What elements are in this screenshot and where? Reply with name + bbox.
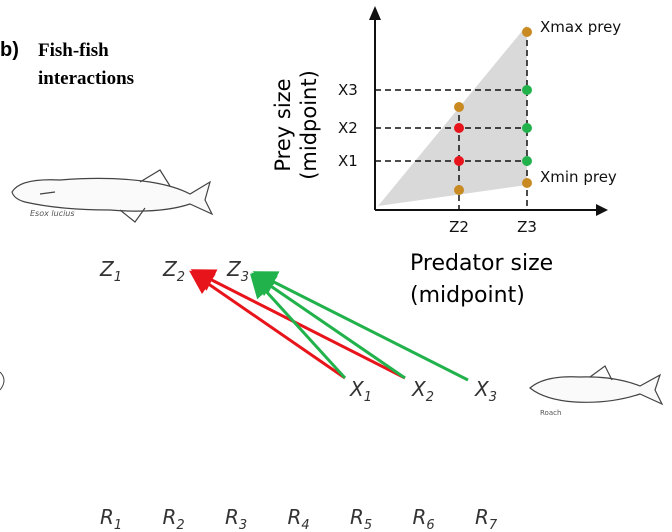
node-symbol: R <box>350 505 364 529</box>
node-symbol: X <box>474 377 490 401</box>
roach-drawing <box>529 365 664 406</box>
node-label: Z3 <box>226 257 249 285</box>
inset-x-title: Predator size <box>410 251 553 276</box>
node-label: R5 <box>350 505 372 532</box>
node-symbol: X <box>349 377 365 401</box>
inset-y-label: X1 <box>338 152 358 170</box>
inset-x-label: Z3 <box>517 218 537 236</box>
species-label: Esox lucius <box>30 209 75 218</box>
node-symbol: X <box>411 377 427 401</box>
node-subscript: 3 <box>239 518 247 532</box>
panel-title: Fish-fish <box>38 40 109 61</box>
node-subscript: 6 <box>426 518 434 532</box>
node-subscript: 2 <box>177 270 185 285</box>
node-subscript: 3 <box>489 390 497 405</box>
node-subscript: 1 <box>114 518 122 532</box>
node-subscript: 1 <box>364 390 372 405</box>
node-symbol: R <box>288 505 302 529</box>
node-label: X1 <box>349 377 372 405</box>
inset-x-title: (midpoint) <box>410 283 525 308</box>
node-symbol: Z <box>162 257 178 281</box>
node-symbol: R <box>225 505 239 529</box>
species-label: Roach <box>540 409 561 417</box>
node-subscript: 7 <box>489 518 498 532</box>
panel-title: interactions <box>38 68 134 89</box>
interaction-arrows <box>189 269 469 382</box>
node-subscript: 5 <box>364 518 372 532</box>
pike-drawing <box>11 169 214 223</box>
node-symbol: R <box>163 505 177 529</box>
node-subscript: 2 <box>176 518 184 532</box>
node-label: X2 <box>411 377 434 405</box>
node-label: R6 <box>413 505 435 532</box>
node-symbol: Z <box>226 257 242 281</box>
inset-annotation: Xmax prey <box>540 18 621 36</box>
inset-y-title: (midpoint) <box>297 70 321 180</box>
inset-y-label: X3 <box>338 81 358 99</box>
inset-x-label: Z2 <box>449 218 469 236</box>
node-subscript: 3 <box>241 270 249 285</box>
node-label: X3 <box>474 377 497 405</box>
node-symbol: Z <box>99 257 115 281</box>
points <box>454 27 532 195</box>
partial-fish <box>0 371 5 391</box>
node-subscript: 1 <box>114 270 122 285</box>
node-label: R1 <box>100 505 122 532</box>
node-subscript: 2 <box>426 390 434 405</box>
node-symbol: R <box>475 505 489 529</box>
node-label: Z1 <box>99 257 122 285</box>
node-label: R2 <box>163 505 185 532</box>
node-subscript: 4 <box>301 518 309 532</box>
node-label: Z2 <box>162 257 185 285</box>
node-label: R7 <box>475 505 498 532</box>
node-label: R4 <box>288 505 310 532</box>
node-label: R3 <box>225 505 247 532</box>
inset-y-label: X2 <box>338 119 358 137</box>
panel-label: b) <box>0 39 19 61</box>
inset-annotation: Xmin prey <box>540 168 617 186</box>
node-symbol: R <box>413 505 427 529</box>
feasible-region <box>378 25 527 206</box>
node-symbol: R <box>100 505 114 529</box>
inset-y-title: Prey size <box>271 78 295 171</box>
